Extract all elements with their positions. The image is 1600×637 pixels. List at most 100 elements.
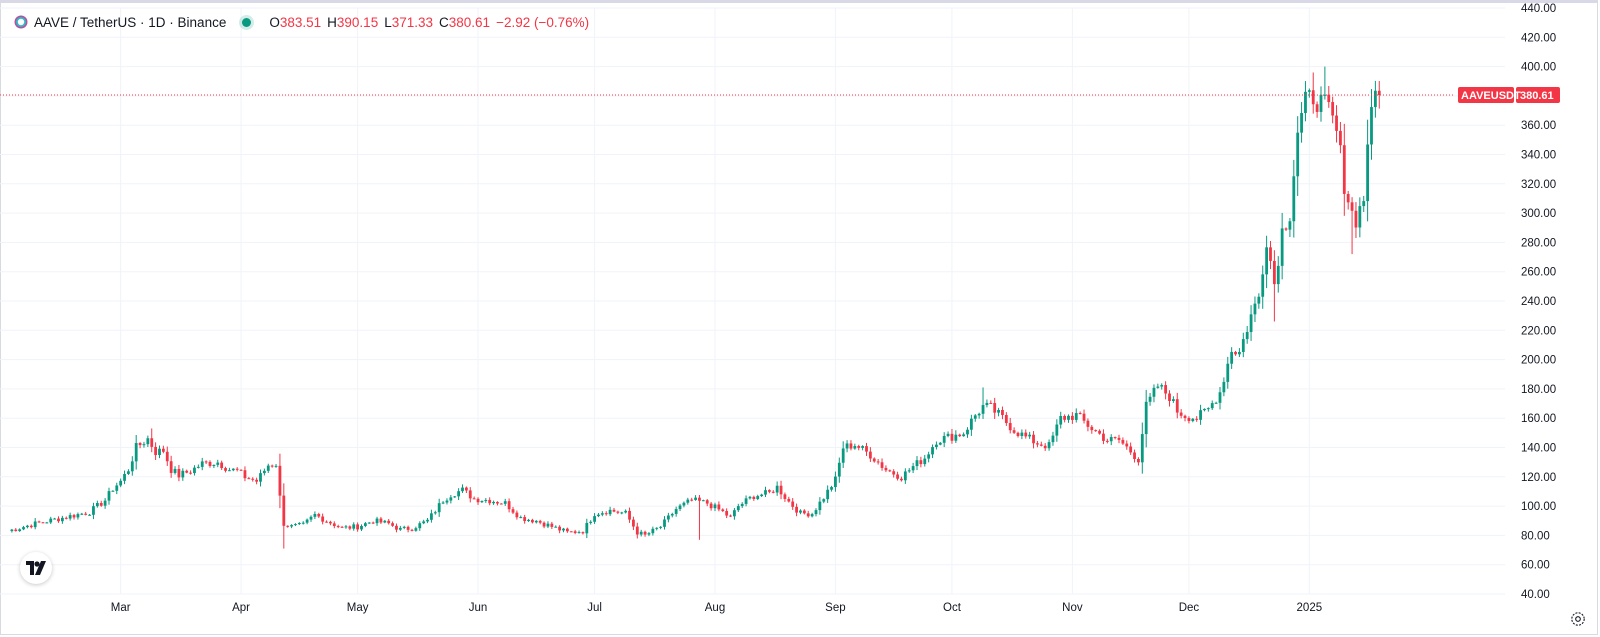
candle-body bbox=[216, 462, 220, 465]
y-tick-label: 60.00 bbox=[1521, 560, 1550, 572]
candle-body bbox=[103, 500, 107, 506]
candle bbox=[577, 530, 581, 534]
candle-body bbox=[655, 527, 659, 529]
candle-body bbox=[1183, 415, 1187, 419]
candle-body bbox=[818, 501, 822, 511]
candle-body bbox=[1210, 403, 1214, 409]
candle bbox=[216, 459, 220, 468]
candle-body bbox=[492, 501, 495, 504]
candle bbox=[1319, 86, 1323, 122]
candle-body bbox=[861, 446, 865, 448]
candle bbox=[220, 460, 224, 471]
candle bbox=[476, 497, 480, 505]
gear-icon[interactable] bbox=[1570, 611, 1586, 627]
candle bbox=[1039, 441, 1043, 447]
x-tick-label: Apr bbox=[232, 602, 250, 614]
candle bbox=[453, 495, 457, 498]
candle-body bbox=[480, 501, 484, 503]
candle-body bbox=[1284, 228, 1288, 230]
candle bbox=[946, 431, 950, 438]
candle bbox=[321, 513, 325, 525]
time-axis[interactable]: Mar Apr May Jun Jul Aug Sep Oct Nov Dec 2025 bbox=[111, 602, 1322, 614]
candle bbox=[107, 487, 111, 505]
candle bbox=[88, 513, 91, 516]
candle-body bbox=[402, 526, 406, 528]
candle-body bbox=[1311, 90, 1315, 105]
candle-body bbox=[814, 510, 818, 515]
candle bbox=[177, 464, 181, 482]
candle bbox=[1261, 265, 1265, 309]
candle bbox=[72, 513, 76, 520]
candle bbox=[1245, 326, 1249, 344]
market-status-dot[interactable] bbox=[242, 17, 252, 27]
candle-body bbox=[600, 513, 604, 515]
candle-body bbox=[558, 526, 562, 531]
x-tick-label: May bbox=[347, 602, 369, 614]
candle-body bbox=[927, 454, 931, 459]
tradingview-logo-icon[interactable] bbox=[20, 552, 52, 584]
candle-body bbox=[150, 438, 154, 447]
candle-body bbox=[45, 522, 49, 524]
candle bbox=[931, 444, 934, 459]
candle bbox=[1070, 412, 1074, 424]
candle-body bbox=[1024, 432, 1028, 437]
candle-body bbox=[690, 499, 694, 501]
candle bbox=[958, 433, 962, 438]
candle-body bbox=[1074, 413, 1078, 420]
candle-body bbox=[1043, 445, 1047, 449]
candle bbox=[1109, 434, 1113, 446]
candle-body bbox=[822, 499, 826, 502]
candle-body bbox=[449, 497, 453, 501]
candle bbox=[670, 512, 674, 518]
candle bbox=[1016, 431, 1020, 438]
price-axis[interactable]: 40.00 60.00 80.00 100.00 120.00 140.00 160.00 1… bbox=[1521, 3, 1556, 601]
candle-body bbox=[799, 510, 802, 513]
candle-body bbox=[60, 517, 64, 522]
symbol-title[interactable]: AAVE / TetherUS · 1D · Binance bbox=[34, 14, 227, 30]
candle-body bbox=[208, 461, 212, 466]
candle bbox=[1307, 88, 1311, 98]
candle-body bbox=[1039, 444, 1043, 446]
candle bbox=[433, 510, 437, 515]
candle bbox=[1117, 434, 1121, 444]
candle-body bbox=[422, 521, 426, 524]
candle-body bbox=[865, 446, 868, 452]
candle-body bbox=[1175, 399, 1179, 413]
candle bbox=[286, 525, 290, 528]
candle bbox=[546, 521, 550, 529]
candle-body bbox=[639, 531, 643, 535]
candle-body bbox=[542, 522, 546, 527]
aave-ghost-icon[interactable] bbox=[14, 15, 28, 29]
candle-body bbox=[791, 501, 795, 507]
candle-body bbox=[196, 466, 200, 468]
candle-body bbox=[294, 524, 297, 526]
candle bbox=[954, 430, 958, 444]
candle bbox=[492, 500, 495, 505]
candle bbox=[1269, 240, 1272, 270]
candle-body bbox=[1342, 145, 1346, 194]
candle bbox=[771, 490, 775, 494]
change-value: −2.92 (−0.76%) bbox=[496, 14, 590, 30]
candle bbox=[383, 519, 387, 524]
candle-body bbox=[1253, 303, 1257, 315]
candle bbox=[523, 514, 527, 524]
candle-body bbox=[379, 518, 383, 523]
candle-body bbox=[1067, 415, 1070, 420]
candle bbox=[387, 519, 391, 525]
candle-body bbox=[1129, 446, 1133, 453]
candle-body bbox=[954, 434, 958, 441]
candle bbox=[861, 445, 865, 451]
y-tick-label: 400.00 bbox=[1521, 62, 1556, 74]
candle bbox=[239, 469, 243, 471]
candle-body bbox=[332, 523, 336, 527]
candle bbox=[484, 498, 488, 503]
candle-body bbox=[255, 479, 259, 482]
candle-body bbox=[709, 503, 713, 509]
candle-body bbox=[604, 513, 608, 515]
candle-body bbox=[488, 499, 492, 504]
candle-body bbox=[651, 528, 655, 534]
low-value: 371.33 bbox=[391, 14, 434, 30]
candle-body bbox=[966, 429, 969, 435]
candle-body bbox=[775, 485, 779, 493]
